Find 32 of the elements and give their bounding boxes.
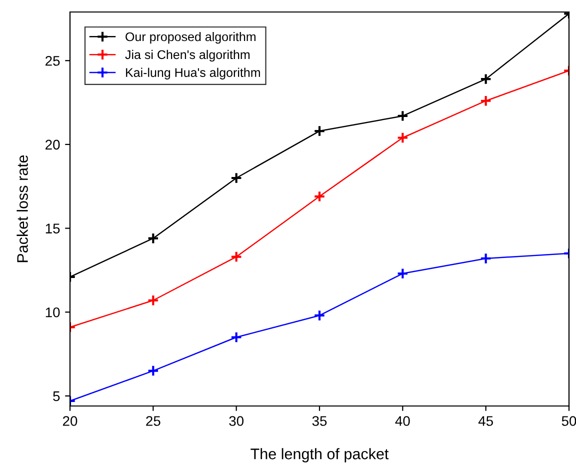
point [230, 250, 242, 263]
x-tick-label: 40 [395, 416, 410, 426]
point [147, 364, 160, 377]
point [396, 132, 409, 144]
point [396, 110, 409, 122]
x-tick-label: 45 [478, 416, 493, 426]
point [480, 252, 492, 264]
x-tick-label: 25 [146, 416, 160, 426]
legend-label: Jia si Chen's algorithm [125, 50, 250, 62]
x-tick-label: 20 [62, 416, 78, 426]
x-tick-label: 50 [562, 416, 576, 426]
x-tick-label: 30 [229, 416, 244, 426]
y-tick-label: 25 [46, 56, 60, 66]
x-axis-title: The length of packet [250, 448, 389, 462]
y-tick-label: 15 [46, 224, 60, 234]
x-tick-label: 35 [312, 416, 327, 426]
point [230, 331, 242, 344]
point [147, 232, 160, 244]
point [396, 268, 409, 280]
legend-label: Kai-lung Hua's algorithm [126, 68, 260, 80]
point [147, 294, 160, 306]
y-axis-title: Packet loss rate [16, 155, 28, 262]
point [314, 190, 326, 202]
point [480, 73, 492, 85]
y-tick-label: 5 [53, 391, 60, 402]
y-tick-label: 20 [46, 140, 60, 150]
y-tick-label: 10 [46, 307, 60, 318]
legend-label: Our proposed algorithm [126, 32, 256, 44]
point [480, 94, 492, 107]
point [314, 125, 326, 137]
point [230, 172, 242, 184]
point [314, 310, 326, 322]
